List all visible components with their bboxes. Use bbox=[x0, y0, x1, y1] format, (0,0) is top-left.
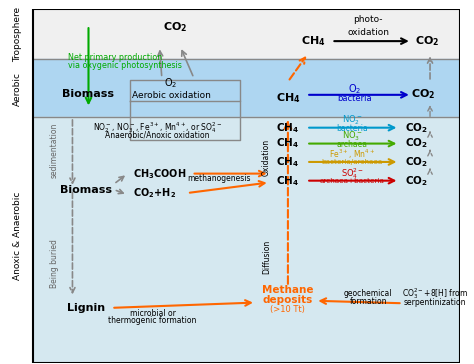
Text: bacteria: bacteria bbox=[337, 94, 372, 103]
Text: $\mathregular{CH_4}$: $\mathregular{CH_4}$ bbox=[276, 155, 300, 169]
Text: $\mathregular{CO_2}$: $\mathregular{CO_2}$ bbox=[416, 34, 440, 48]
Text: $\mathregular{CH_3COOH}$: $\mathregular{CH_3COOH}$ bbox=[133, 167, 186, 181]
Text: $\mathregular{CH_4}$: $\mathregular{CH_4}$ bbox=[301, 34, 326, 48]
Text: Diffusion: Diffusion bbox=[262, 240, 271, 274]
Text: (>10 Tt): (>10 Tt) bbox=[271, 305, 305, 314]
Text: Methane: Methane bbox=[262, 285, 314, 295]
Text: bacteria: bacteria bbox=[336, 124, 368, 133]
Text: Being buried: Being buried bbox=[50, 239, 59, 288]
Text: $\mathregular{O_2}$: $\mathregular{O_2}$ bbox=[348, 82, 361, 96]
Text: Anoxic & Anaerobic: Anoxic & Anaerobic bbox=[13, 191, 22, 280]
Text: Troposphere: Troposphere bbox=[13, 7, 22, 62]
Text: bacteria/archaea: bacteria/archaea bbox=[321, 159, 383, 165]
Text: $\mathregular{CO_2}$: $\mathregular{CO_2}$ bbox=[405, 136, 428, 150]
Text: Anaerobic/Anoxic oxidation: Anaerobic/Anoxic oxidation bbox=[105, 130, 210, 139]
Text: $\mathregular{SO_4^{2-}}$: $\mathregular{SO_4^{2-}}$ bbox=[340, 166, 364, 181]
Text: oxidation: oxidation bbox=[347, 28, 389, 37]
Text: Net primary production: Net primary production bbox=[68, 52, 162, 62]
Text: $\mathregular{Fe^{3+}}$, $\mathregular{Mn^{4+}}$: $\mathregular{Fe^{3+}}$, $\mathregular{M… bbox=[329, 147, 375, 161]
Text: $\mathregular{CO_2}$: $\mathregular{CO_2}$ bbox=[405, 174, 428, 187]
Text: $\mathregular{CH_4}$: $\mathregular{CH_4}$ bbox=[276, 174, 300, 187]
Text: formation: formation bbox=[349, 297, 387, 306]
Text: $\mathregular{CH_4}$: $\mathregular{CH_4}$ bbox=[276, 136, 300, 150]
Text: $\mathregular{CO_2}$: $\mathregular{CO_2}$ bbox=[405, 155, 428, 169]
Text: $\mathregular{NO_2^-}$, $\mathregular{NO_3^-}$, $\mathregular{Fe^{3+}}$, $\mathr: $\mathregular{NO_2^-}$, $\mathregular{NO… bbox=[92, 120, 222, 135]
Text: thermogenic formation: thermogenic formation bbox=[109, 316, 197, 325]
Text: $\mathregular{CO_2}$+$\mathregular{H_2}$: $\mathregular{CO_2}$+$\mathregular{H_2}$ bbox=[134, 186, 176, 200]
Text: $\mathregular{CO_2}$: $\mathregular{CO_2}$ bbox=[405, 121, 428, 135]
Text: Aerobic: Aerobic bbox=[13, 72, 22, 106]
Text: microbial or: microbial or bbox=[130, 309, 175, 318]
Bar bbox=[34, 117, 460, 363]
Text: via oxygenic photosynthesis: via oxygenic photosynthesis bbox=[68, 61, 182, 70]
Text: Biomass: Biomass bbox=[60, 185, 112, 194]
Text: sedimentation: sedimentation bbox=[50, 123, 59, 178]
Text: geochemical: geochemical bbox=[344, 289, 392, 298]
Text: $\mathregular{CO_3^{2-}}$+8[H] from: $\mathregular{CO_3^{2-}}$+8[H] from bbox=[401, 286, 468, 301]
Text: Biomass: Biomass bbox=[63, 89, 115, 99]
Bar bbox=[34, 59, 460, 117]
Bar bbox=[34, 9, 460, 59]
Text: deposits: deposits bbox=[263, 295, 313, 305]
Text: $\mathregular{O_2}$: $\mathregular{O_2}$ bbox=[164, 76, 178, 90]
Text: Lignin: Lignin bbox=[67, 303, 105, 313]
Text: methanogenesis: methanogenesis bbox=[187, 174, 251, 183]
Text: Oxidation: Oxidation bbox=[262, 139, 271, 176]
Text: serpentinization: serpentinization bbox=[403, 298, 466, 307]
Text: $\mathregular{CO_2}$: $\mathregular{CO_2}$ bbox=[164, 20, 188, 34]
Text: $\mathregular{NO_2^-}$: $\mathregular{NO_2^-}$ bbox=[342, 114, 362, 127]
Text: Aerobic oxidation: Aerobic oxidation bbox=[132, 91, 210, 100]
Text: $\mathregular{CH_4}$: $\mathregular{CH_4}$ bbox=[276, 121, 300, 135]
Text: photo-: photo- bbox=[354, 15, 383, 24]
Text: $\mathregular{NO_3^-}$: $\mathregular{NO_3^-}$ bbox=[342, 130, 362, 143]
Text: archaea+bacteria: archaea+bacteria bbox=[319, 178, 384, 184]
Text: archaea: archaea bbox=[337, 140, 368, 149]
Text: $\mathregular{CH_4}$: $\mathregular{CH_4}$ bbox=[275, 91, 300, 104]
Text: $\mathregular{CO_2}$: $\mathregular{CO_2}$ bbox=[411, 87, 436, 101]
